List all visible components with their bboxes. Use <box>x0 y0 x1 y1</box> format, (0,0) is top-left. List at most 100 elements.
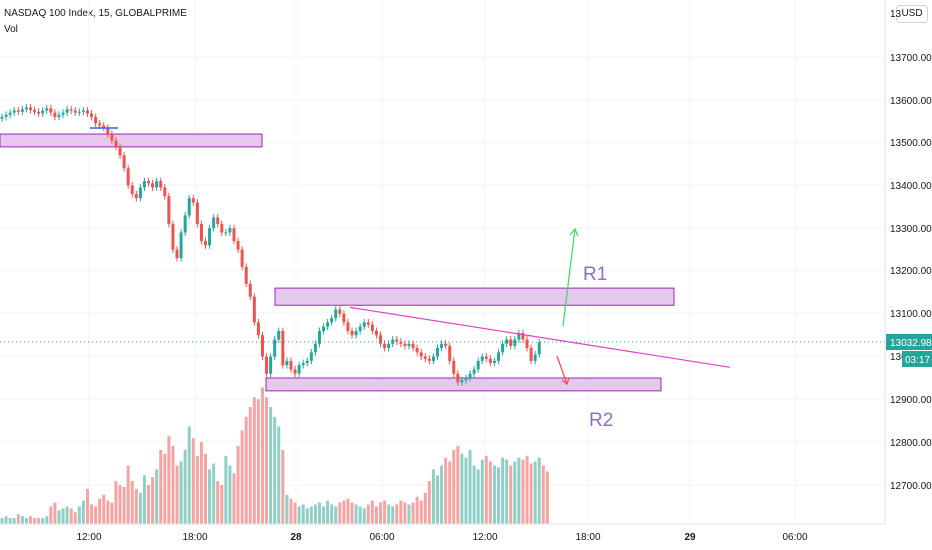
volume-bar <box>289 498 293 524</box>
volume-bar <box>236 446 240 524</box>
candle-body <box>497 352 501 361</box>
r2-label: R2 <box>589 410 613 431</box>
candle-body <box>330 318 334 323</box>
volume-bar <box>159 449 163 524</box>
volume-bar <box>342 500 346 524</box>
candle-body <box>61 112 65 115</box>
volume-bar <box>98 498 102 524</box>
volume-bar <box>309 506 313 524</box>
volume-bar <box>403 502 407 524</box>
volume-bar <box>297 506 301 524</box>
candle-body <box>45 108 49 111</box>
currency-button[interactable]: USD <box>896 5 928 23</box>
candle-body <box>195 202 199 224</box>
candle-body <box>297 365 301 374</box>
candle-body <box>12 110 16 113</box>
candle-body <box>20 109 24 112</box>
candle-body <box>480 356 484 361</box>
volume-bar <box>151 477 155 524</box>
volume-bar <box>195 455 199 524</box>
volume-bar <box>293 502 297 524</box>
volume-bar <box>0 518 4 524</box>
volume-bar <box>171 446 175 524</box>
volume-bar <box>191 438 195 524</box>
volume-bar <box>73 512 77 524</box>
candle-body <box>354 330 358 336</box>
volume-bar <box>513 461 517 524</box>
candle-body <box>395 339 399 342</box>
volume-bar <box>407 504 411 524</box>
volume-bar <box>391 506 395 524</box>
candle-body <box>138 187 142 199</box>
candle-body <box>521 333 525 340</box>
candle-body <box>73 110 77 113</box>
volume-bar <box>354 504 358 524</box>
candle-body <box>533 354 537 361</box>
volume-bar <box>212 463 216 524</box>
candle-body <box>313 343 317 353</box>
time-tick-label: 12:00 <box>76 532 101 543</box>
volume-bar <box>435 475 439 524</box>
volume-bar <box>468 449 472 524</box>
candle-body <box>301 363 305 366</box>
candle-body <box>322 326 326 331</box>
candle-body <box>179 232 183 259</box>
candle-body <box>342 313 346 323</box>
volume-bar <box>448 461 452 524</box>
volume-bar <box>94 506 98 524</box>
candle-body <box>358 326 362 331</box>
volume-bar <box>326 500 330 524</box>
volume-bar <box>216 481 220 524</box>
volume-bar <box>366 504 370 524</box>
candle-body <box>415 348 419 353</box>
candle-body <box>309 352 313 361</box>
volume-bar <box>8 518 12 524</box>
candle-body <box>277 330 281 340</box>
volume-bar <box>525 455 529 524</box>
time-tick-label: 18:00 <box>575 532 600 543</box>
candle-body <box>431 356 435 361</box>
volume-bar <box>427 481 431 524</box>
trendline <box>349 306 731 368</box>
candle-body <box>505 339 509 344</box>
volume-bar <box>484 455 488 524</box>
volume-bar <box>130 481 134 524</box>
volume-bar <box>492 465 496 524</box>
candle-body <box>334 309 338 319</box>
breakout-arrow <box>562 228 576 327</box>
volume-bar <box>334 506 338 524</box>
candle-body <box>403 343 407 346</box>
volume-bar <box>370 500 374 524</box>
countdown-badge <box>902 351 932 367</box>
volume-bar <box>505 459 509 524</box>
candle-body <box>167 196 171 224</box>
zone-rect <box>265 377 662 392</box>
time-tick-label: 28 <box>290 532 302 543</box>
candle-body <box>383 343 387 349</box>
candle-body <box>293 369 297 374</box>
volume-bar <box>521 459 525 524</box>
volume-bar <box>460 453 464 524</box>
price-tick-label: 13500.00 <box>890 138 932 149</box>
volume-bar <box>118 485 122 524</box>
candle-body <box>65 109 69 113</box>
volume-bar <box>106 500 110 524</box>
candle-body <box>33 110 37 112</box>
volume-bar <box>16 514 20 524</box>
candle-body <box>456 373 460 383</box>
candle-body <box>305 360 309 364</box>
candle-body <box>525 339 529 349</box>
zone-rect <box>274 287 675 306</box>
volume-bar <box>248 407 252 524</box>
volume-bar <box>346 498 350 524</box>
candle-body <box>163 187 167 197</box>
candle-body <box>118 146 122 156</box>
candle-body <box>224 232 228 234</box>
volume-bar <box>41 518 45 524</box>
volume-bar <box>322 506 326 524</box>
candle-body <box>501 343 505 353</box>
candle-body <box>444 343 448 346</box>
candle-body <box>399 341 403 344</box>
candle-body <box>147 181 151 184</box>
